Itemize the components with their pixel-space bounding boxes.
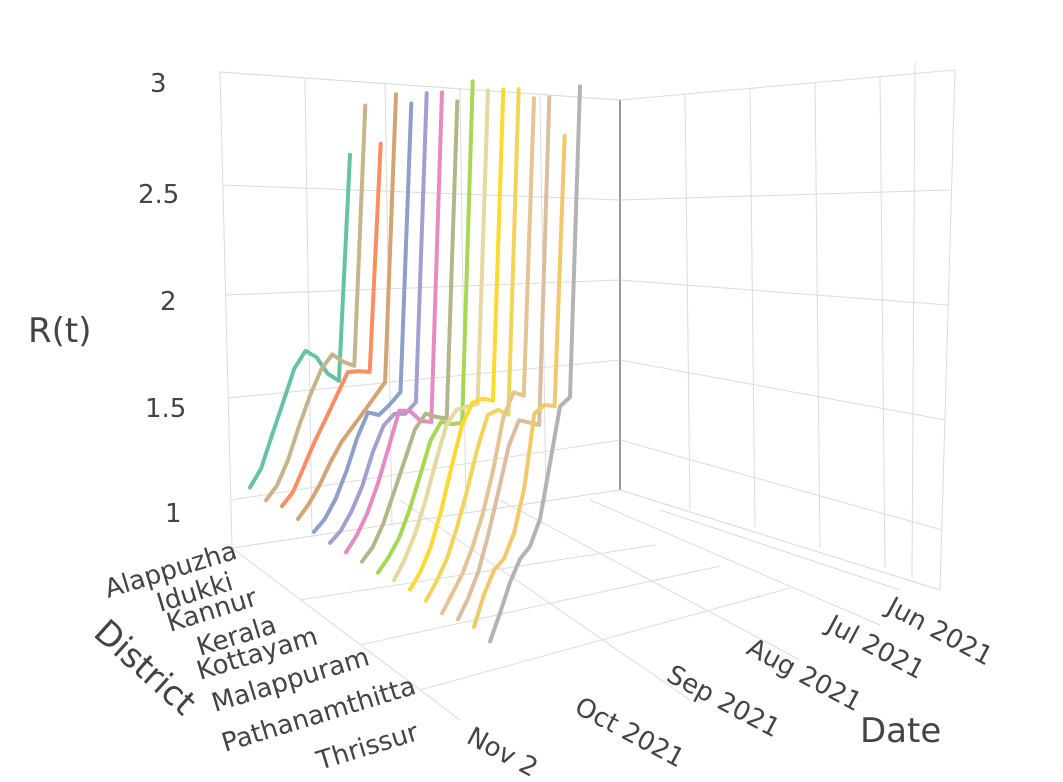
series-line-thrissur bbox=[488, 84, 582, 644]
right-wall-grid bbox=[619, 61, 956, 591]
floor-grid bbox=[231, 489, 941, 721]
series-line-thrissur bbox=[472, 133, 567, 629]
series-line-alappuzha bbox=[264, 103, 368, 503]
series-line-alappuzha bbox=[248, 152, 352, 490]
date-tick-label: Oct 2021 bbox=[570, 692, 689, 775]
series-line-malappuram bbox=[408, 87, 506, 592]
series-line-kottayam bbox=[376, 79, 475, 575]
series-line-idukki bbox=[296, 92, 398, 521]
z-tick-label: 2.5 bbox=[138, 180, 179, 210]
series-line-kannur bbox=[328, 91, 429, 545]
z-tick-label: 3 bbox=[150, 69, 167, 99]
date-tick-label: Nov 2 bbox=[462, 722, 543, 782]
series-line-idukki bbox=[280, 141, 383, 509]
z-axis-title: R(t) bbox=[28, 311, 91, 351]
z-tick-label: 1 bbox=[165, 499, 182, 529]
series-line-kannur bbox=[312, 101, 414, 534]
z-tick-label: 2 bbox=[160, 287, 177, 317]
series-layer bbox=[248, 79, 582, 644]
series-line-pathanamthitta bbox=[424, 87, 521, 603]
z-tick-label: 1.5 bbox=[145, 394, 186, 424]
date-axis-ticks: Jun 2021 Jul 2021 Aug 2021 Sep 2021 Oct … bbox=[462, 591, 998, 782]
series-line-pathanamthitta bbox=[440, 96, 536, 616]
date-tick-label: Sep 2021 bbox=[662, 660, 785, 744]
z-axis-ticks: 3 2.5 2 1.5 1 bbox=[138, 69, 186, 529]
series-line-kerala bbox=[344, 90, 444, 555]
date-axis-title: Date bbox=[860, 711, 941, 751]
series-line-kottayam bbox=[360, 99, 460, 564]
